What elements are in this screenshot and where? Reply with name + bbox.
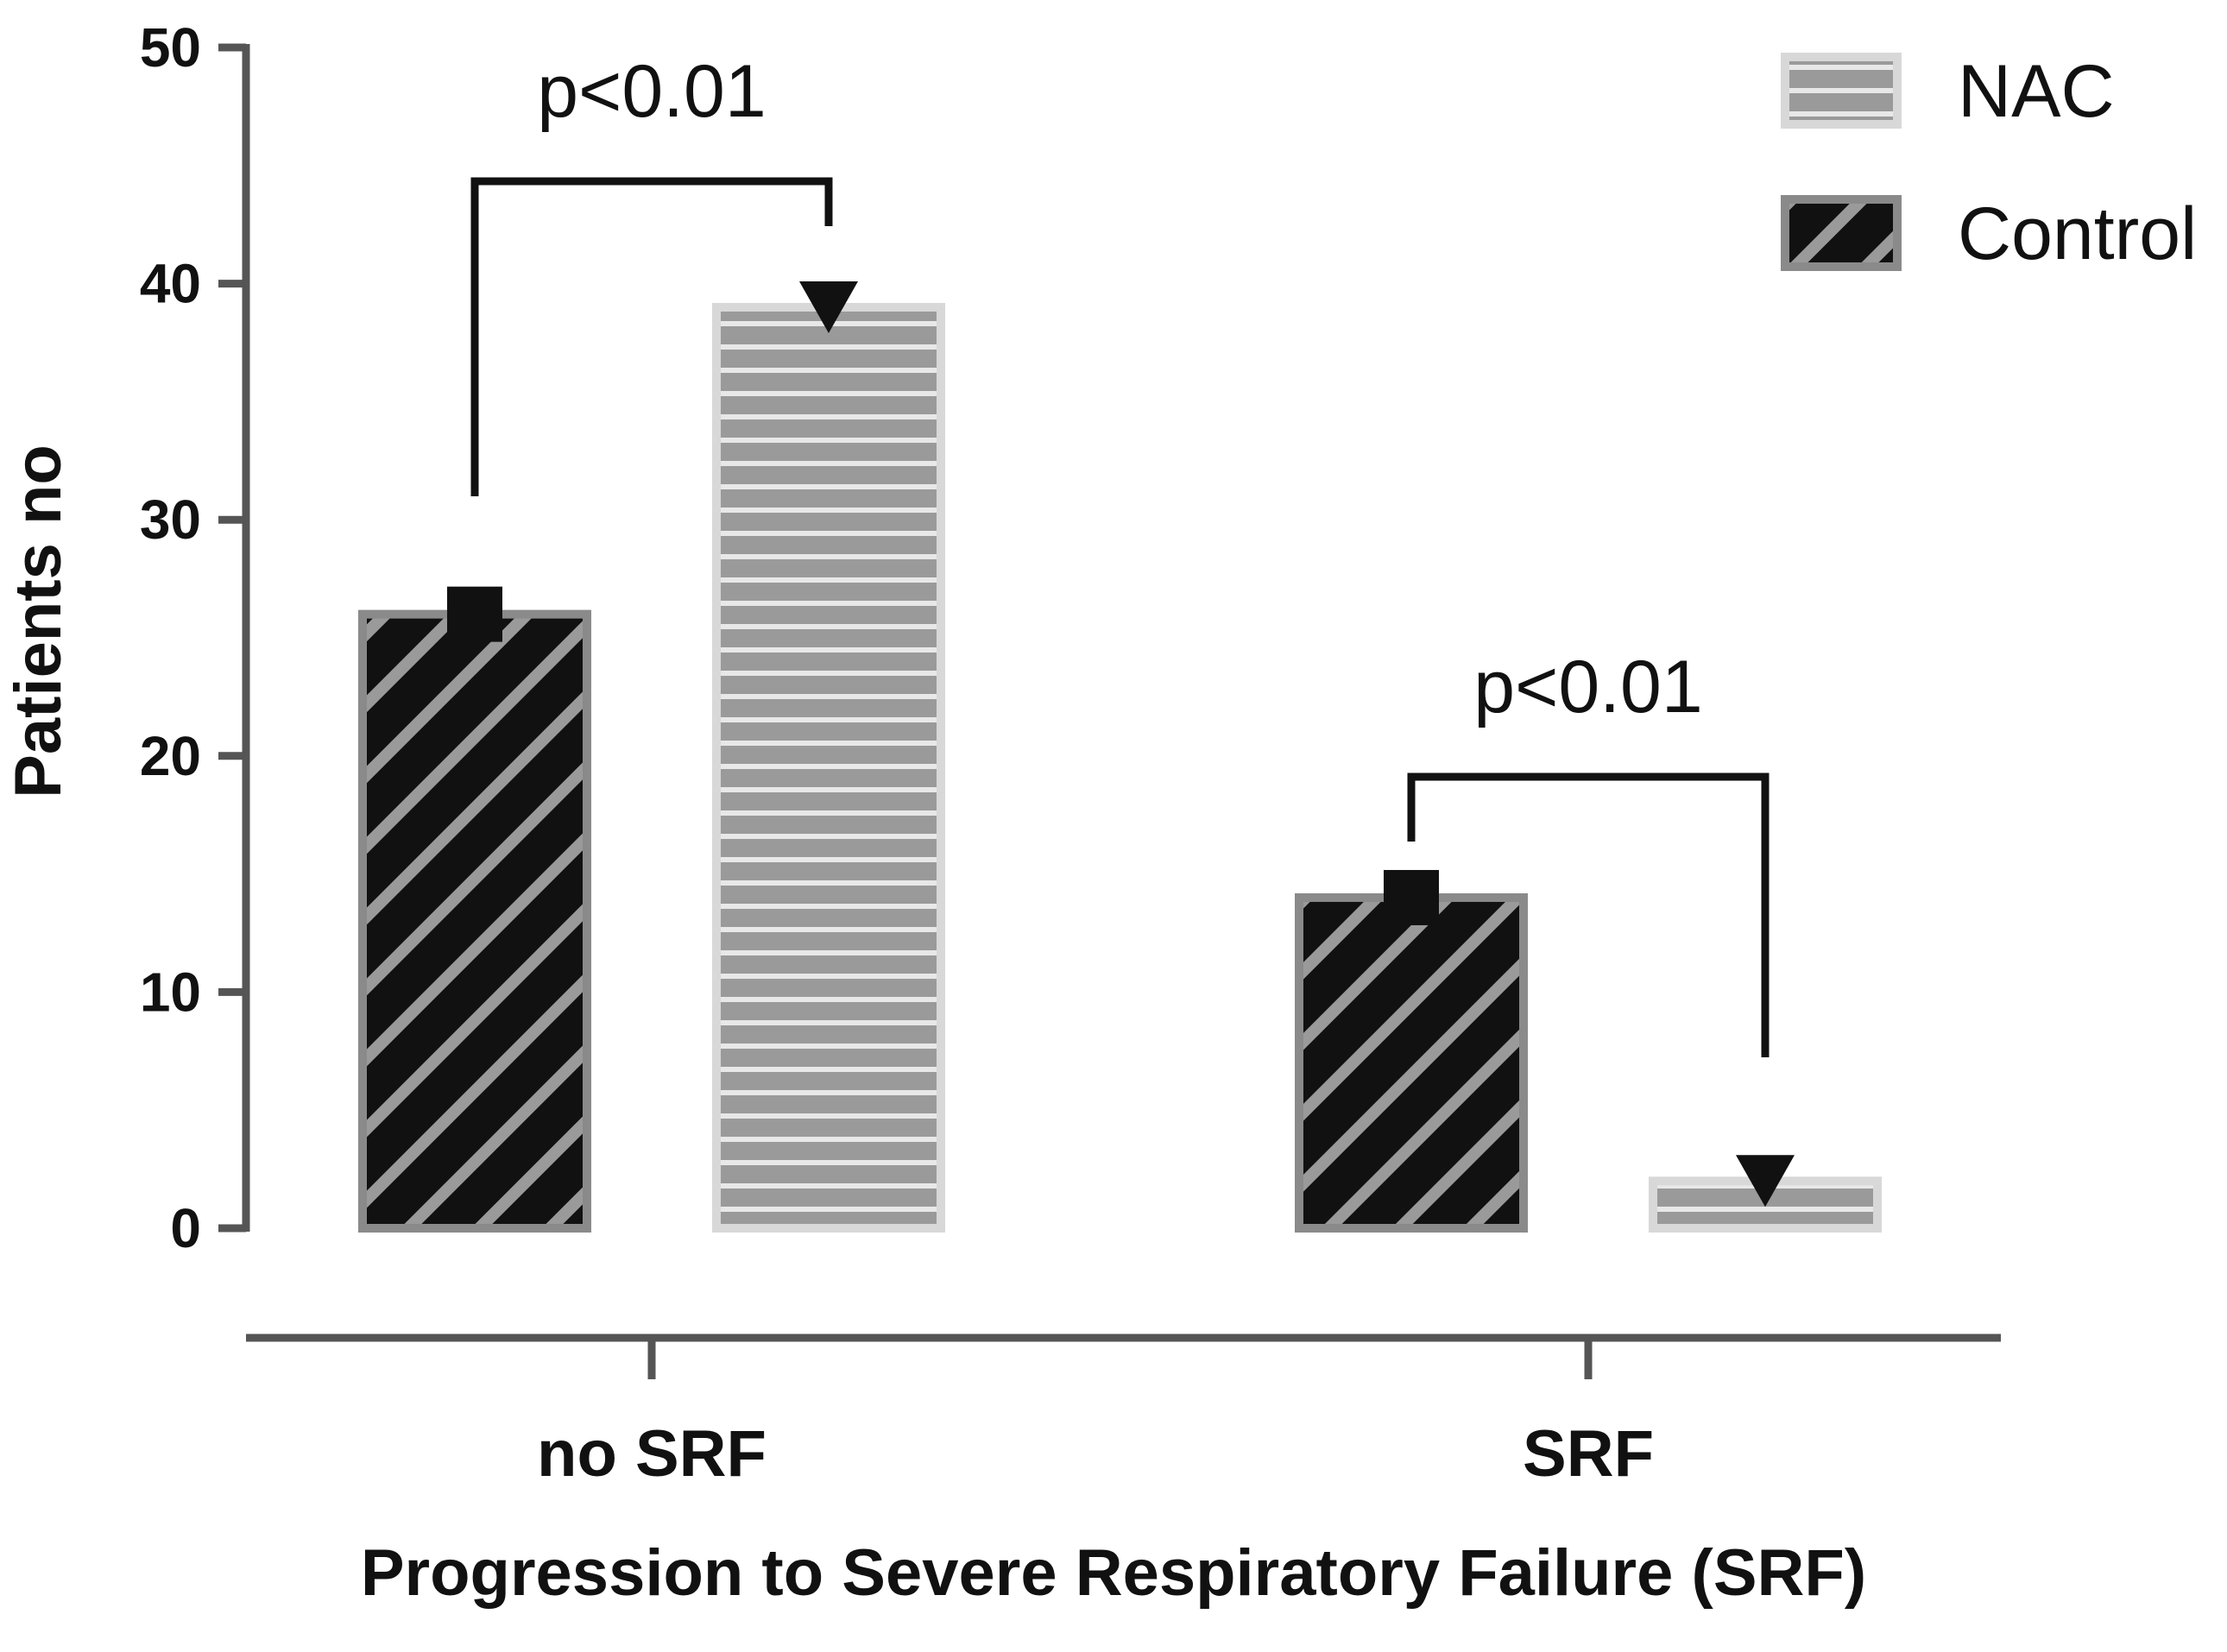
data-point xyxy=(1736,1155,1795,1207)
significance-bracket xyxy=(470,177,833,496)
y-tick-label: 50 xyxy=(140,16,201,79)
data-point xyxy=(799,281,858,333)
significance-bracket xyxy=(1407,772,1770,1057)
y-tick-label: 20 xyxy=(140,725,201,787)
axes-layer: 0 10 20 30 40 50 no SRF SRF xyxy=(140,16,2001,1491)
y-axis-title: Patients no xyxy=(2,445,75,798)
x-tick-label: no SRF xyxy=(537,1417,767,1491)
p-value-label: p<0.01 xyxy=(537,50,766,133)
legend-swatch xyxy=(1781,195,1902,271)
legend-label: NAC xyxy=(1958,50,2115,133)
y-tick-label: 10 xyxy=(140,961,201,1023)
legend-swatch xyxy=(1781,53,1902,129)
bar xyxy=(358,609,591,1233)
p-value-label: p<0.01 xyxy=(1473,646,1702,728)
data-point xyxy=(447,586,502,642)
annotations-layer: p<0.01 p<0.01 xyxy=(470,50,1770,1057)
x-axis-title: Progression to Severe Respiratory Failur… xyxy=(361,1536,1866,1610)
legend: NAC Control xyxy=(1781,50,2197,275)
data-point xyxy=(1384,869,1439,925)
y-tick-label: 40 xyxy=(140,253,201,315)
x-tick-label: SRF xyxy=(1523,1417,1654,1491)
legend-label: Control xyxy=(1958,192,2197,275)
bars-layer xyxy=(358,281,1882,1233)
y-tick-label: 30 xyxy=(140,489,201,551)
y-tick-label: 0 xyxy=(170,1197,201,1259)
bar xyxy=(1295,892,1528,1233)
bar xyxy=(712,302,945,1233)
